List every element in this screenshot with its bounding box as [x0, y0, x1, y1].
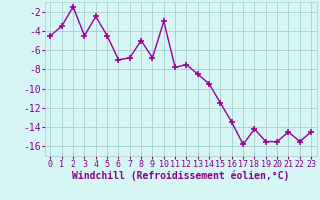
X-axis label: Windchill (Refroidissement éolien,°C): Windchill (Refroidissement éolien,°C) — [72, 171, 290, 181]
